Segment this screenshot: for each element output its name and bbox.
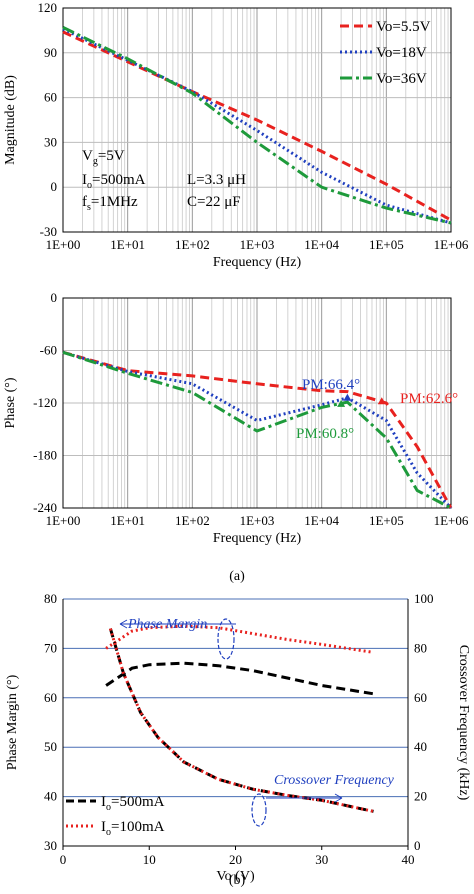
x-tick-label: 0 [60, 852, 67, 867]
x-tick-label: 1E+00 [46, 237, 81, 252]
pm-label-18v: PM:66.4° [302, 377, 360, 393]
y-axis-label: Phase (°) [3, 377, 18, 428]
y-tick-label: -180 [33, 448, 57, 463]
x-tick-label: 1E+03 [240, 513, 275, 528]
legend-label: Vo=36V [376, 71, 427, 87]
x-tick-label: 1E+05 [369, 513, 404, 528]
series-line [105, 624, 374, 654]
y-tick-label: -120 [33, 395, 57, 410]
x-tick-label: 1E+04 [304, 237, 339, 252]
x-tick-label: 30 [315, 852, 328, 867]
vg-note: Vg=5V [82, 148, 125, 167]
x-tick-label: 1E+06 [434, 237, 469, 252]
y2-tick-label: 20 [414, 789, 427, 804]
y-tick-label: 50 [44, 739, 57, 754]
series-line [62, 350, 453, 510]
legend-label: Vo=18V [376, 45, 427, 61]
y-tick-label: 60 [44, 90, 57, 105]
phase-margin-ellipse [217, 618, 235, 660]
y-tick-label: 60 [44, 690, 57, 705]
pm-label-36v: PM:60.8° [296, 426, 354, 442]
y2-tick-label: 0 [414, 838, 421, 853]
y-tick-label: 70 [44, 640, 57, 655]
x-tick-label: 1E+04 [304, 513, 339, 528]
magnitude-plot: 1E+00 1E+01 1E+02 1E+03 1E+04 1E+05 1E+06 -30 0 3… [3, 0, 469, 270]
x-tick-label: 1E+05 [369, 237, 404, 252]
y-tick-label: -30 [40, 224, 57, 239]
pm-crossover-annotations: Phase Margin Crossover Frequency [119, 617, 395, 827]
crossover-ellipse [251, 793, 267, 827]
x-tick-label: 1E+00 [46, 513, 81, 528]
y2-tick-label: 60 [414, 690, 427, 705]
legend-label-500ma: Io=500mA [101, 794, 165, 813]
x-tick-label: 20 [229, 852, 242, 867]
y-tick-label: 30 [44, 134, 57, 149]
crossover-annotation: Crossover Frequency [274, 773, 395, 788]
y2-tick-label: 80 [414, 640, 427, 655]
y-tick-label: 120 [38, 0, 58, 15]
series-line [62, 30, 452, 222]
plot-frame [62, 297, 452, 509]
y-axis-label: Magnitude (dB) [3, 75, 18, 165]
y-tick-label: 0 [51, 290, 58, 305]
series-line [62, 350, 452, 510]
x-axis-label: Vo (V) [216, 869, 255, 884]
pm-crossover-plot: 30 40 50 60 70 80 0 20 40 60 80 100 0 10 20 30 40 Vo (V) P… [5, 591, 471, 884]
x-tick-label: 1E+01 [110, 237, 145, 252]
y2-axis-label: Crossover Frequency (kHz) [456, 645, 471, 801]
legend-label: Vo=5.5V [376, 19, 431, 35]
x-tick-label: 1E+02 [175, 513, 210, 528]
x-tick-label: 1E+06 [434, 513, 469, 528]
magnitude-annotations: Vg=5V Io=500mA fs=1MHz L=3.3 μH C=22 μF [82, 148, 246, 213]
io-note: Io=500mA [82, 172, 146, 191]
phase-plot: 1E+00 1E+01 1E+02 1E+03 1E+04 1E+05 1E+06 -240 -… [3, 290, 469, 546]
y2-tick-label: 40 [414, 739, 427, 754]
fs-note: fs=1MHz [82, 194, 138, 213]
x-tick-label: 1E+01 [110, 513, 145, 528]
x-tick-label: 40 [402, 852, 415, 867]
series-line [62, 350, 453, 509]
pm-label-5v5: PM:62.6° [400, 391, 458, 407]
plot-frame [62, 7, 452, 233]
pm-marker [343, 393, 352, 401]
caption-b: (b) [229, 873, 246, 888]
x-tick-label: 1E+03 [240, 237, 275, 252]
y-tick-label: 30 [44, 838, 57, 853]
x-axis-label: Frequency (Hz) [213, 531, 302, 546]
caption-a: (a) [229, 569, 245, 584]
crossover-arrowhead [334, 793, 343, 803]
pm-marker [377, 397, 386, 405]
series-line [62, 26, 452, 225]
pm-marker [337, 399, 346, 407]
y-axis-label: Phase Margin (°) [5, 674, 20, 770]
phase-margin-arrowhead [119, 619, 128, 629]
y-tick-label: 40 [44, 789, 57, 804]
y-tick-label: -60 [40, 343, 57, 358]
legend-label-100ma: Io=100mA [101, 819, 165, 838]
phase-annotations: PM:66.4° PM:62.6° PM:60.8° [296, 377, 458, 442]
y-tick-label: 80 [44, 591, 57, 606]
x-tick-label: 10 [143, 852, 156, 867]
y-tick-label: 90 [44, 45, 57, 60]
l-note: L=3.3 μH [187, 172, 246, 188]
y2-tick-label: 100 [414, 591, 434, 606]
x-axis-label: Frequency (Hz) [213, 255, 302, 270]
series-line [105, 661, 374, 696]
y-tick-label: -240 [33, 500, 57, 515]
y-tick-label: 0 [51, 179, 58, 194]
x-tick-label: 1E+02 [175, 237, 210, 252]
c-note: C=22 μF [187, 194, 241, 210]
pm-legend: Io=500mA Io=100mA [66, 794, 165, 838]
